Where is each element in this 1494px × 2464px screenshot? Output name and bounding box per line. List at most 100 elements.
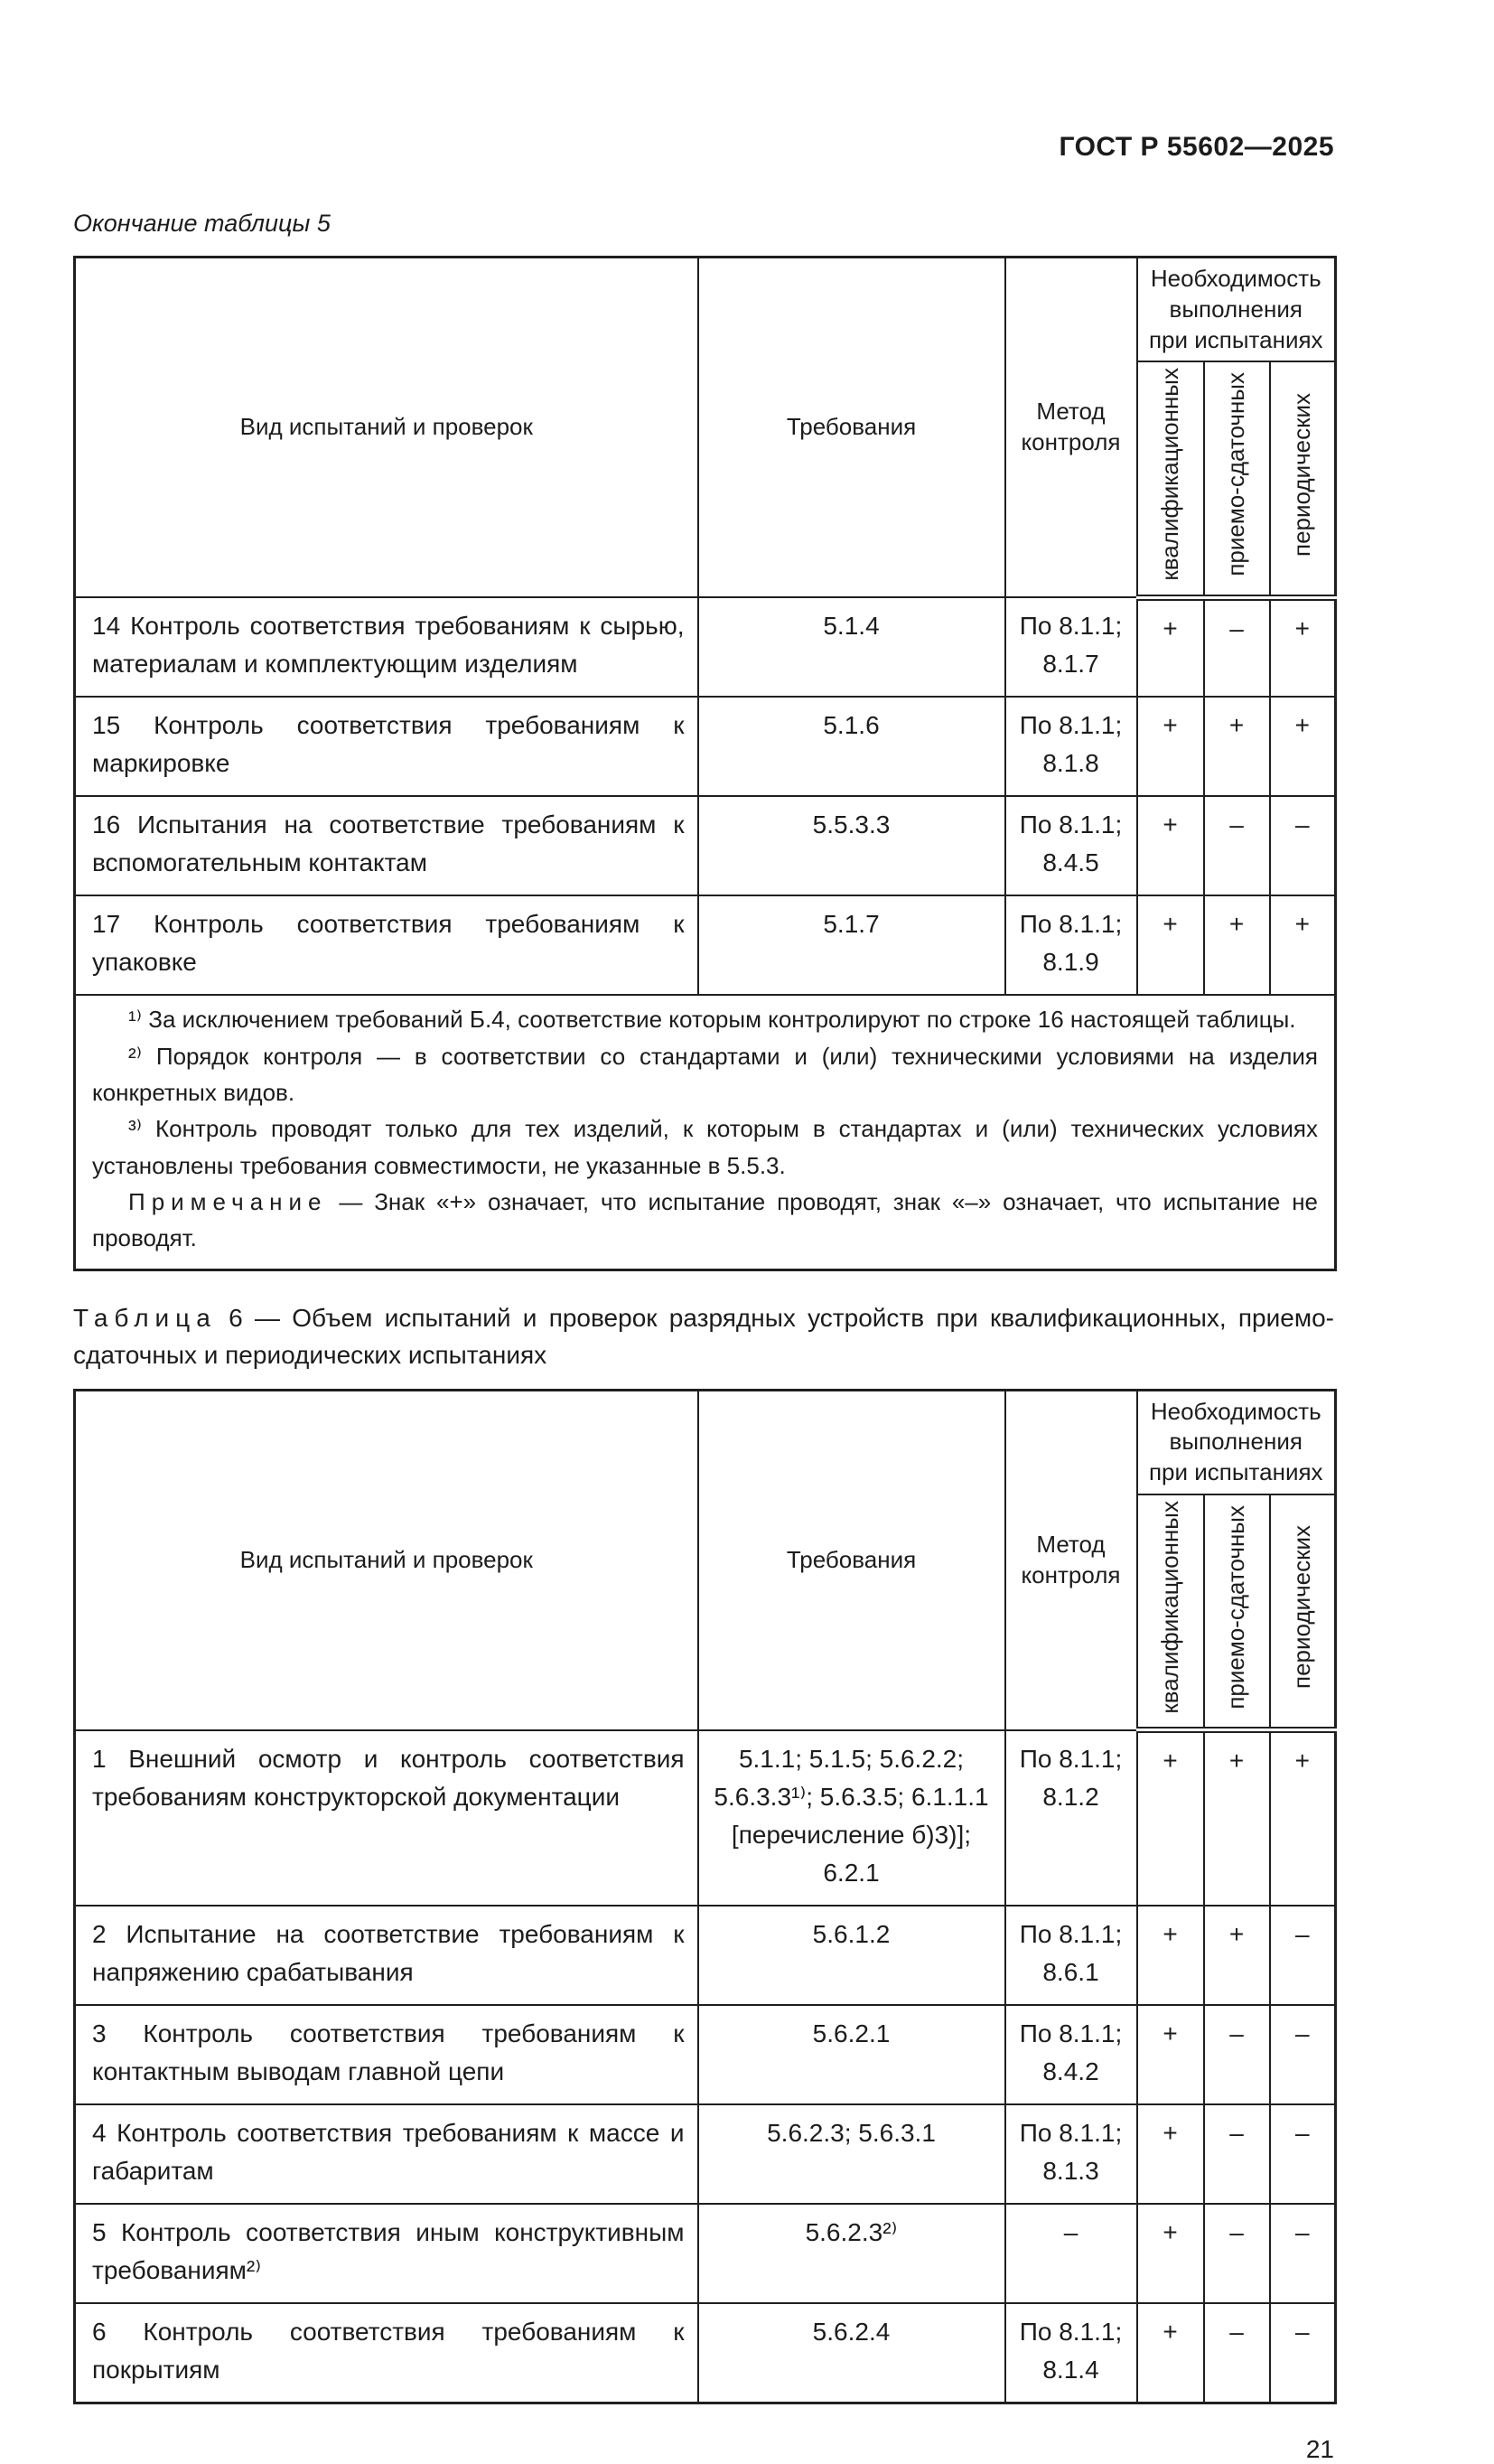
- page: ГОСТ Р 55602—2025 Окончание таблицы 5 Ви…: [73, 0, 1338, 2464]
- cell-periodic: –: [1268, 795, 1337, 897]
- rotated-label: периодических: [1287, 1525, 1315, 1690]
- cell-qualification: +: [1135, 2103, 1205, 2205]
- cell-requirement: 5.6.2.3; 5.6.3.1: [696, 2103, 1006, 2205]
- table5-continuation-label: Окончание таблицы 5: [73, 210, 331, 237]
- cell-periodic: +: [1268, 696, 1337, 798]
- cell-requirement: 5.1.6: [696, 696, 1006, 798]
- cell-requirement: 5.6.1.2: [696, 1904, 1006, 2006]
- cell-qualification: +: [1135, 1729, 1205, 1907]
- table-row: 14 Контроль соответствия требованиям к с…: [73, 596, 1337, 698]
- cell-qualification: +: [1135, 596, 1205, 698]
- table6-col-need-group: Необходимость выполнения при испытаниях: [1135, 1389, 1337, 1495]
- table5-col-periodic: периодических: [1268, 361, 1337, 601]
- cell-acceptance: +: [1202, 1729, 1271, 1907]
- cell-test-type: 5 Контроль соответствия иным конструктив…: [73, 2202, 699, 2304]
- table6-col-type: Вид испытаний и проверок: [73, 1389, 699, 1731]
- cell-method: По 8.1.1; 8.1.7: [1004, 596, 1138, 698]
- cell-acceptance: +: [1202, 895, 1271, 997]
- cell-test-type: 15 Контроль соответствия требованиям к м…: [73, 696, 699, 798]
- footnote-1: ¹⁾ За исключением требований Б.4, соотве…: [128, 1006, 1296, 1034]
- cell-periodic: –: [1268, 2003, 1337, 2105]
- table5-col-need-group: Необходимость выполнения при испытаниях: [1135, 256, 1337, 363]
- rotated-label: квалификационных: [1155, 368, 1183, 582]
- rotated-label: приемо-сдаточных: [1222, 372, 1250, 577]
- table6: Вид испытаний и проверок Требования Мето…: [73, 1388, 1338, 2404]
- cell-test-type: 4 Контроль соответствия требованиям к ма…: [73, 2103, 699, 2205]
- cell-test-type: 6 Контроль соответствия требованиям к по…: [73, 2301, 699, 2404]
- table5-col-type: Вид испытаний и проверок: [73, 256, 699, 599]
- footnote-3: ³⁾ Контроль проводят только для тех изде…: [92, 1115, 1319, 1179]
- cell-acceptance: +: [1202, 696, 1271, 798]
- cell-periodic: –: [1268, 2202, 1337, 2304]
- cell-method: По 8.1.1; 8.1.8: [1004, 696, 1138, 798]
- table5: Вид испытаний и проверок Требования Мето…: [73, 256, 1338, 1272]
- cell-acceptance: +: [1202, 1904, 1271, 2006]
- cell-qualification: +: [1135, 795, 1205, 897]
- table-row: 15 Контроль соответствия требованиям к м…: [73, 696, 1337, 798]
- cell-periodic: –: [1268, 2103, 1337, 2205]
- table5-col-qualification: квалификационных: [1135, 361, 1205, 601]
- cell-method: По 8.1.1; 8.4.2: [1004, 2003, 1138, 2105]
- cell-method: По 8.1.1; 8.1.3: [1004, 2103, 1138, 2205]
- table6-caption-label: Таблица: [73, 1304, 217, 1333]
- rotated-label: периодических: [1287, 392, 1315, 557]
- cell-test-type: 17 Контроль соответствия требованиям к у…: [73, 895, 699, 997]
- footnote-2: ²⁾ Порядок контроля — в соответствии со …: [92, 1042, 1319, 1106]
- table-row: 6 Контроль соответствия требованиям к по…: [73, 2301, 1337, 2404]
- cell-qualification: +: [1135, 2003, 1205, 2105]
- table6-caption-text: 6 — Объем испытаний и проверок разрядных…: [73, 1304, 1334, 1370]
- table6-col-qualification: квалификационных: [1135, 1494, 1205, 1734]
- cell-qualification: +: [1135, 895, 1205, 997]
- cell-requirement: 5.5.3.3: [696, 795, 1006, 897]
- note-text: — Знак «+» означает, что испытание прово…: [92, 1187, 1319, 1252]
- cell-method: По 8.1.1; 8.4.5: [1004, 795, 1138, 897]
- cell-periodic: –: [1268, 2301, 1337, 2404]
- table5-col-req: Требования: [696, 256, 1006, 599]
- table-note: Примечание — Знак «+» означает, что испы…: [92, 1184, 1318, 1257]
- cell-requirement: 5.1.7: [696, 895, 1006, 997]
- table6-caption: Таблица 6 — Объем испытаний и проверок р…: [73, 1300, 1334, 1373]
- table5-col-method: Метод контроля: [1004, 256, 1138, 599]
- cell-qualification: +: [1135, 2202, 1205, 2304]
- table-row: 4 Контроль соответствия требованиям к ма…: [73, 2103, 1337, 2205]
- cell-periodic: +: [1268, 895, 1337, 997]
- table6-col-periodic: периодических: [1268, 1494, 1337, 1734]
- cell-acceptance: –: [1202, 2003, 1271, 2105]
- table-row: 5 Контроль соответствия иным конструктив…: [73, 2202, 1337, 2304]
- rotated-label: квалификационных: [1155, 1501, 1183, 1714]
- document-header: ГОСТ Р 55602—2025: [1059, 132, 1334, 162]
- cell-method: По 8.1.1; 8.1.4: [1004, 2301, 1138, 2404]
- cell-method: По 8.1.1; 8.6.1: [1004, 1904, 1138, 2006]
- cell-test-type: 1 Внешний осмотр и контроль соответствия…: [73, 1729, 699, 1907]
- cell-method: По 8.1.1; 8.1.2: [1004, 1729, 1138, 1907]
- cell-acceptance: –: [1202, 795, 1271, 897]
- cell-periodic: –: [1268, 1904, 1337, 2006]
- note-label: Примечание: [128, 1187, 328, 1215]
- cell-test-type: 2 Испытание на соответствие требованиям …: [73, 1904, 699, 2006]
- cell-periodic: +: [1268, 1729, 1337, 1907]
- cell-test-type: 3 Контроль соответствия требованиям к ко…: [73, 2003, 699, 2105]
- cell-acceptance: –: [1202, 2301, 1271, 2404]
- table-row: 16 Испытания на соответствие требованиям…: [73, 795, 1337, 897]
- table6-col-method: Метод контроля: [1004, 1389, 1138, 1731]
- table5-col-acceptance: приемо-сдаточных: [1202, 361, 1271, 601]
- table-row: 17 Контроль соответствия требованиям к у…: [73, 895, 1337, 997]
- cell-acceptance: –: [1202, 596, 1271, 698]
- cell-method: По 8.1.1; 8.1.9: [1004, 895, 1138, 997]
- cell-qualification: +: [1135, 2301, 1205, 2404]
- cell-periodic: +: [1268, 596, 1337, 698]
- cell-requirement: 5.1.1; 5.1.5; 5.6.2.2; 5.6.3.3¹⁾; 5.6.3.…: [696, 1729, 1006, 1907]
- table-row: 2 Испытание на соответствие требованиям …: [73, 1904, 1337, 2006]
- table5-header: Вид испытаний и проверок Требования Мето…: [73, 256, 1337, 601]
- table6-col-acceptance: приемо-сдаточных: [1202, 1494, 1271, 1734]
- cell-requirement: 5.1.4: [696, 596, 1006, 698]
- cell-requirement: 5.6.2.3²⁾: [696, 2202, 1006, 2304]
- cell-test-type: 14 Контроль соответствия требованиям к с…: [73, 596, 699, 698]
- table-row: 1 Внешний осмотр и контроль соответствия…: [73, 1729, 1337, 1907]
- cell-qualification: +: [1135, 696, 1205, 798]
- footnotes-cell: ¹⁾ За исключением требований Б.4, соотве…: [73, 994, 1337, 1271]
- table-footnotes-row: ¹⁾ За исключением требований Б.4, соотве…: [73, 994, 1337, 1271]
- page-number: 21: [1305, 2434, 1334, 2463]
- cell-test-type: 16 Испытания на соответствие требованиям…: [73, 795, 699, 897]
- rotated-label: приемо-сдаточных: [1222, 1504, 1250, 1710]
